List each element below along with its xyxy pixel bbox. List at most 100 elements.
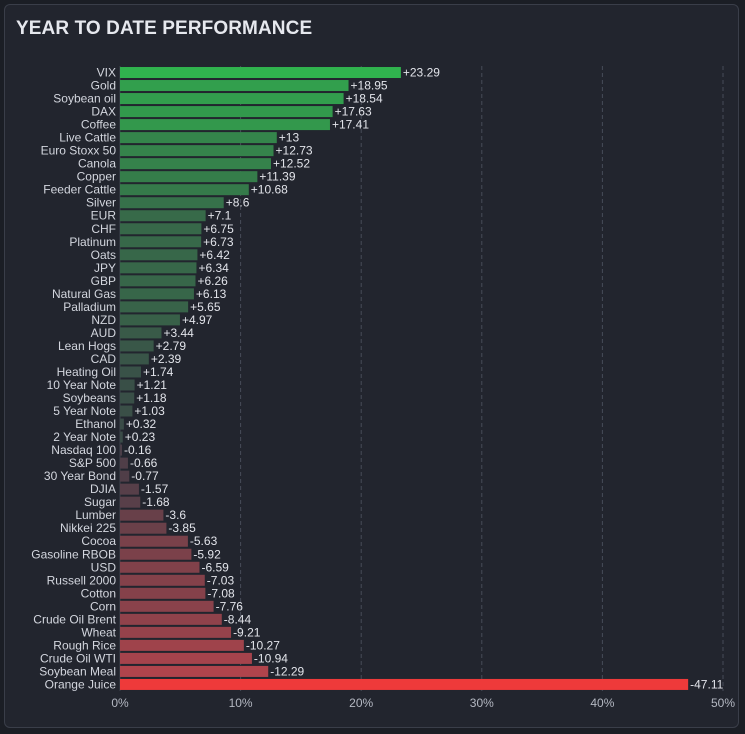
bar xyxy=(120,418,124,430)
bar xyxy=(120,132,277,144)
category-label: Natural Gas xyxy=(52,287,116,301)
value-label: +23.29 xyxy=(403,66,440,80)
value-label: -5.63 xyxy=(190,534,218,548)
value-label: +1.18 xyxy=(136,391,167,405)
category-label: Nasdaq 100 xyxy=(51,443,116,457)
value-label: +1.03 xyxy=(134,404,165,418)
category-label: Silver xyxy=(86,196,116,210)
bar xyxy=(120,457,128,469)
value-label: -10.94 xyxy=(254,651,288,665)
value-label: +6.13 xyxy=(196,287,227,301)
value-label: +12.73 xyxy=(276,144,313,158)
value-label: -3.6 xyxy=(165,508,186,522)
value-label: +18.95 xyxy=(351,79,388,93)
category-label: Euro Stoxx 50 xyxy=(41,144,117,158)
bar xyxy=(120,496,141,508)
category-label: Soybean oil xyxy=(53,92,116,106)
x-tick-label: 20% xyxy=(349,696,373,710)
value-label: -12.29 xyxy=(270,664,304,678)
bar xyxy=(120,678,689,690)
category-label: Cotton xyxy=(81,586,116,600)
category-label: 10 Year Note xyxy=(47,378,117,392)
category-label: 5 Year Note xyxy=(53,404,116,418)
bar xyxy=(120,613,222,625)
value-label: -7.08 xyxy=(207,586,235,600)
value-label: +1.74 xyxy=(143,365,174,379)
value-label: +6.26 xyxy=(197,274,228,288)
value-label: -7.03 xyxy=(207,573,235,587)
value-label: +13 xyxy=(279,131,300,145)
category-label: 2 Year Note xyxy=(53,430,116,444)
value-label: +18.54 xyxy=(346,92,383,106)
bar xyxy=(120,587,206,599)
bar xyxy=(120,353,149,365)
bar xyxy=(120,171,258,183)
bar xyxy=(120,158,271,170)
category-label: AUD xyxy=(91,326,117,340)
bar xyxy=(120,535,188,547)
category-label: GBP xyxy=(91,274,116,288)
bar xyxy=(120,262,197,274)
bar xyxy=(120,184,249,196)
value-label: +6.42 xyxy=(199,248,230,262)
chart-title: YEAR TO DATE PERFORMANCE xyxy=(16,18,313,39)
category-label: Gasoline RBOB xyxy=(31,547,116,561)
category-label: Nikkei 225 xyxy=(60,521,116,535)
category-label: Crude Oil WTI xyxy=(40,651,116,665)
category-label: Sugar xyxy=(84,495,116,509)
bar xyxy=(120,561,200,573)
category-label: Ethanol xyxy=(75,417,116,431)
category-label: Live Cattle xyxy=(59,131,116,145)
category-label: Corn xyxy=(90,599,116,613)
value-label: -7.76 xyxy=(216,599,244,613)
value-label: -1.68 xyxy=(142,495,170,509)
value-label: +2.39 xyxy=(151,352,182,366)
bar xyxy=(120,288,194,300)
category-label: Canola xyxy=(78,157,116,171)
bar xyxy=(120,210,206,222)
category-label: EUR xyxy=(91,209,117,223)
category-label: CHF xyxy=(91,222,116,236)
value-label: -5.92 xyxy=(193,547,221,561)
bar xyxy=(120,405,133,417)
bar xyxy=(120,80,349,92)
value-label: -0.77 xyxy=(131,469,159,483)
x-tick-label: 30% xyxy=(470,696,494,710)
category-label: Lean Hogs xyxy=(58,339,116,353)
value-label: +8.6 xyxy=(226,196,250,210)
bar xyxy=(120,197,224,209)
category-label: Lumber xyxy=(75,508,116,522)
value-label: +4.97 xyxy=(182,313,213,327)
category-label: Soybeans xyxy=(63,391,116,405)
category-label: NZD xyxy=(91,313,116,327)
value-label: +6.73 xyxy=(203,235,234,249)
bar xyxy=(120,639,244,651)
value-label: +11.39 xyxy=(259,170,295,184)
value-label: -6.59 xyxy=(201,560,229,574)
bar xyxy=(120,470,130,482)
bar xyxy=(120,301,189,313)
bar xyxy=(120,223,202,235)
bar xyxy=(120,574,205,586)
category-label: DAX xyxy=(91,105,116,119)
category-label: Oats xyxy=(91,248,116,262)
bar xyxy=(120,431,123,443)
category-label: Copper xyxy=(77,170,116,184)
category-label: DJIA xyxy=(90,482,116,496)
value-label: +17.41 xyxy=(332,118,369,132)
bar xyxy=(120,392,135,404)
category-label: 30 Year Bond xyxy=(44,469,116,483)
category-label: Coffee xyxy=(81,118,116,132)
category-label: Soybean Meal xyxy=(39,664,116,678)
category-label: Orange Juice xyxy=(45,677,117,691)
x-tick-label: 10% xyxy=(229,696,253,710)
bar xyxy=(120,275,196,287)
value-label: +1.21 xyxy=(137,378,168,392)
value-label: +6.75 xyxy=(203,222,234,236)
value-label: +2.79 xyxy=(156,339,187,353)
bar xyxy=(120,106,333,118)
category-label: USD xyxy=(91,560,117,574)
value-label: +0.32 xyxy=(126,417,157,431)
value-label: +7.1 xyxy=(208,209,232,223)
value-label: +3.44 xyxy=(163,326,194,340)
